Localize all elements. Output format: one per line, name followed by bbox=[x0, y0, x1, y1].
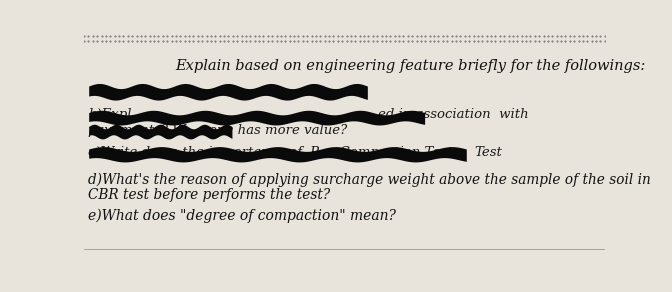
Text: e)What does "degree of compaction" mean?: e)What does "degree of compaction" mean? bbox=[88, 209, 396, 223]
Text: Test: Test bbox=[474, 146, 503, 159]
Text: pavements? W: pavements? W bbox=[88, 124, 186, 137]
Text: CBR test before performs the test?: CBR test before performs the test? bbox=[88, 188, 331, 202]
Text: or Compaction Test: or Compaction Test bbox=[321, 146, 452, 159]
Polygon shape bbox=[89, 147, 467, 162]
Text: c)Write down the importance of. P: c)Write down the importance of. P bbox=[88, 146, 319, 159]
Polygon shape bbox=[89, 125, 233, 139]
Text: ed in association  with: ed in association with bbox=[378, 108, 529, 121]
Text: d)What's the reason of applying surcharge weight above the sample of the soil in: d)What's the reason of applying surcharg… bbox=[88, 172, 651, 187]
Text: Explain based on engineering feature briefly for the followings:: Explain based on engineering feature bri… bbox=[175, 59, 645, 73]
Polygon shape bbox=[89, 111, 425, 126]
Polygon shape bbox=[89, 84, 368, 100]
Text: b)Expl: b)Expl bbox=[88, 108, 132, 121]
Text: one has more value?: one has more value? bbox=[209, 124, 347, 137]
